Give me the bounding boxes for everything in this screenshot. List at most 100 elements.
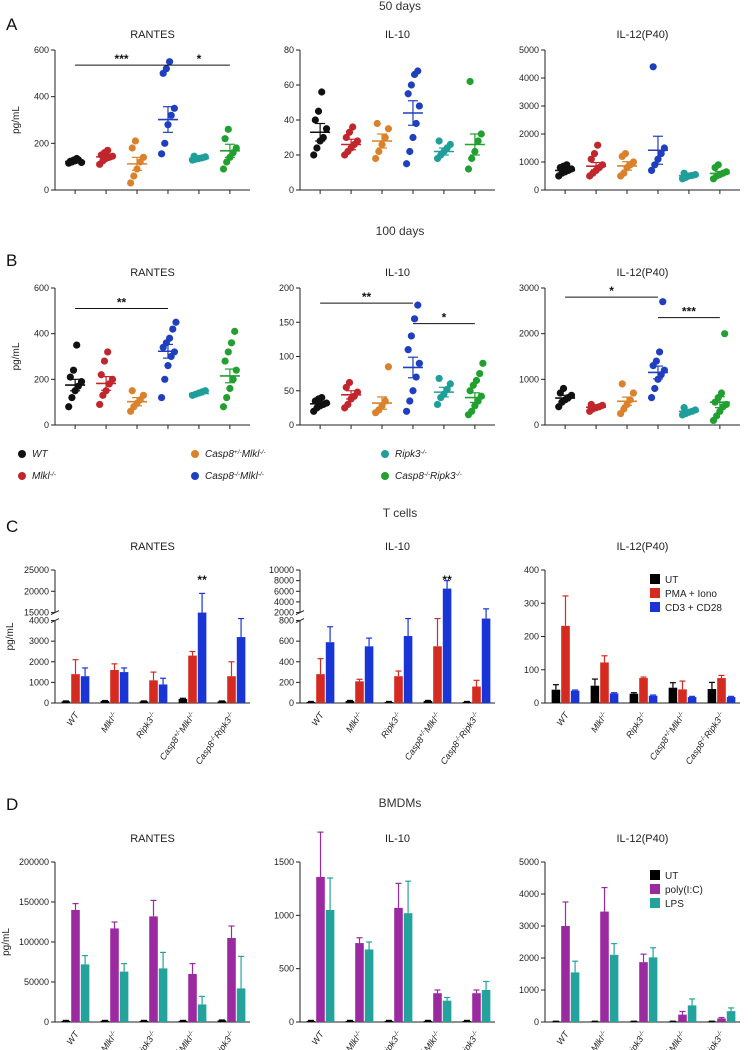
- data-point: [97, 371, 105, 379]
- category-label: Ripk3-/-: [133, 1028, 159, 1050]
- bar: [639, 678, 648, 703]
- y-tick-label: 400: [279, 657, 294, 667]
- bar: [639, 962, 648, 1022]
- data-point: [415, 359, 423, 367]
- y-tick-label: 1000: [29, 677, 49, 687]
- legend-swatch: [650, 884, 660, 894]
- category-label: Casp8-/-Mlkl-/-: [403, 1028, 443, 1050]
- y-tick-label: 150: [279, 317, 294, 327]
- y-tick-label: 100: [279, 352, 294, 362]
- data-point: [629, 389, 638, 397]
- data-point: [567, 391, 576, 399]
- data-point: [474, 137, 482, 145]
- legend-label: WT: [32, 449, 48, 460]
- y-tick-label: 200000: [19, 857, 49, 867]
- y-tick-label: 15000: [24, 608, 49, 618]
- y-tick-label: 20: [284, 150, 294, 160]
- bar: [472, 993, 481, 1022]
- y-tick-label: 100: [524, 665, 539, 675]
- data-point: [381, 133, 389, 142]
- y-tick-label: 100000: [19, 937, 49, 947]
- y-tick-label: 400: [524, 565, 539, 575]
- bar: [158, 684, 168, 703]
- bar: [71, 674, 80, 703]
- data-point: [100, 357, 109, 365]
- legend-dot: [191, 472, 199, 480]
- data-point: [104, 348, 112, 356]
- y-axis-label: pg/mL: [5, 622, 16, 650]
- data-point: [659, 298, 667, 306]
- data-point: [384, 125, 393, 133]
- data-point: [164, 362, 172, 370]
- bar: [306, 701, 316, 703]
- legend-label: Mlkl-/-: [32, 471, 57, 483]
- significance-label: *: [197, 52, 202, 66]
- data-point: [344, 400, 352, 409]
- category-label: Casp8-/-Ripk3-/-: [438, 1028, 482, 1050]
- data-point: [717, 389, 726, 397]
- bar: [345, 700, 355, 703]
- y-tick-label: 2000: [519, 953, 539, 963]
- data-point: [318, 88, 326, 96]
- category-label: Casp8+/-Mlkl-/-: [157, 1028, 198, 1050]
- panel-title: IL-12(P40): [617, 541, 669, 553]
- significance-label: **: [117, 296, 127, 310]
- y-tick-label: 400: [34, 329, 49, 339]
- bar: [561, 926, 570, 1022]
- panel-title: IL-12(P40): [617, 29, 669, 41]
- data-point: [477, 392, 485, 400]
- category-label: Mlkl-/-: [344, 1028, 366, 1050]
- bar: [687, 697, 697, 703]
- category-label: Ripk3-/-: [133, 709, 159, 740]
- y-tick-label: 200: [279, 283, 294, 293]
- data-point: [162, 65, 170, 73]
- legend-swatch: [650, 574, 660, 584]
- data-point: [229, 375, 237, 383]
- bar: [217, 1020, 227, 1022]
- bar: [80, 964, 90, 1022]
- legend-dot: [18, 472, 26, 480]
- panel-title: IL-10: [385, 29, 410, 41]
- bar: [364, 949, 374, 1022]
- data-point: [108, 375, 117, 383]
- y-tick-label: 400: [34, 92, 49, 102]
- y-tick-label: 8000: [274, 576, 294, 586]
- y-tick-label: 0: [44, 420, 49, 430]
- data-point: [165, 58, 174, 66]
- data-point: [410, 315, 419, 323]
- data-point: [404, 346, 412, 354]
- y-tick-label: 4000: [29, 616, 49, 626]
- bar: [394, 907, 403, 1022]
- category-label: WT: [65, 1028, 82, 1046]
- data-point: [435, 374, 443, 383]
- panel-title: RANTES: [130, 541, 175, 553]
- bar: [227, 676, 236, 703]
- bar: [433, 993, 442, 1022]
- bar: [570, 690, 580, 703]
- y-tick-label: 25000: [24, 565, 49, 575]
- data-point: [620, 169, 628, 177]
- panel-title: RANTES: [130, 267, 175, 279]
- bar-panel-C-IL-12(P40): IL-12(P40) 0 100 200 300 400 WT Mlkl-/- Ripk3-/-…: [524, 541, 740, 766]
- data-point: [322, 125, 331, 133]
- bar: [678, 689, 687, 703]
- data-point: [446, 380, 454, 388]
- bar: [717, 1018, 726, 1022]
- y-axis-label: pg/mL: [1, 928, 12, 956]
- panel-title: IL-12(P40): [617, 833, 669, 845]
- bar: [600, 662, 609, 703]
- data-point: [232, 144, 240, 152]
- data-point: [128, 144, 136, 152]
- data-point: [223, 394, 231, 402]
- category-label: Ripk3-/-: [378, 1028, 404, 1050]
- bar: [325, 642, 335, 703]
- bar: [403, 636, 413, 703]
- category-label: Mlkl-/-: [589, 709, 611, 734]
- panel-title: IL-10: [385, 267, 410, 279]
- data-point: [157, 150, 166, 158]
- y-tick-label: 0: [44, 698, 49, 708]
- data-point: [559, 384, 568, 393]
